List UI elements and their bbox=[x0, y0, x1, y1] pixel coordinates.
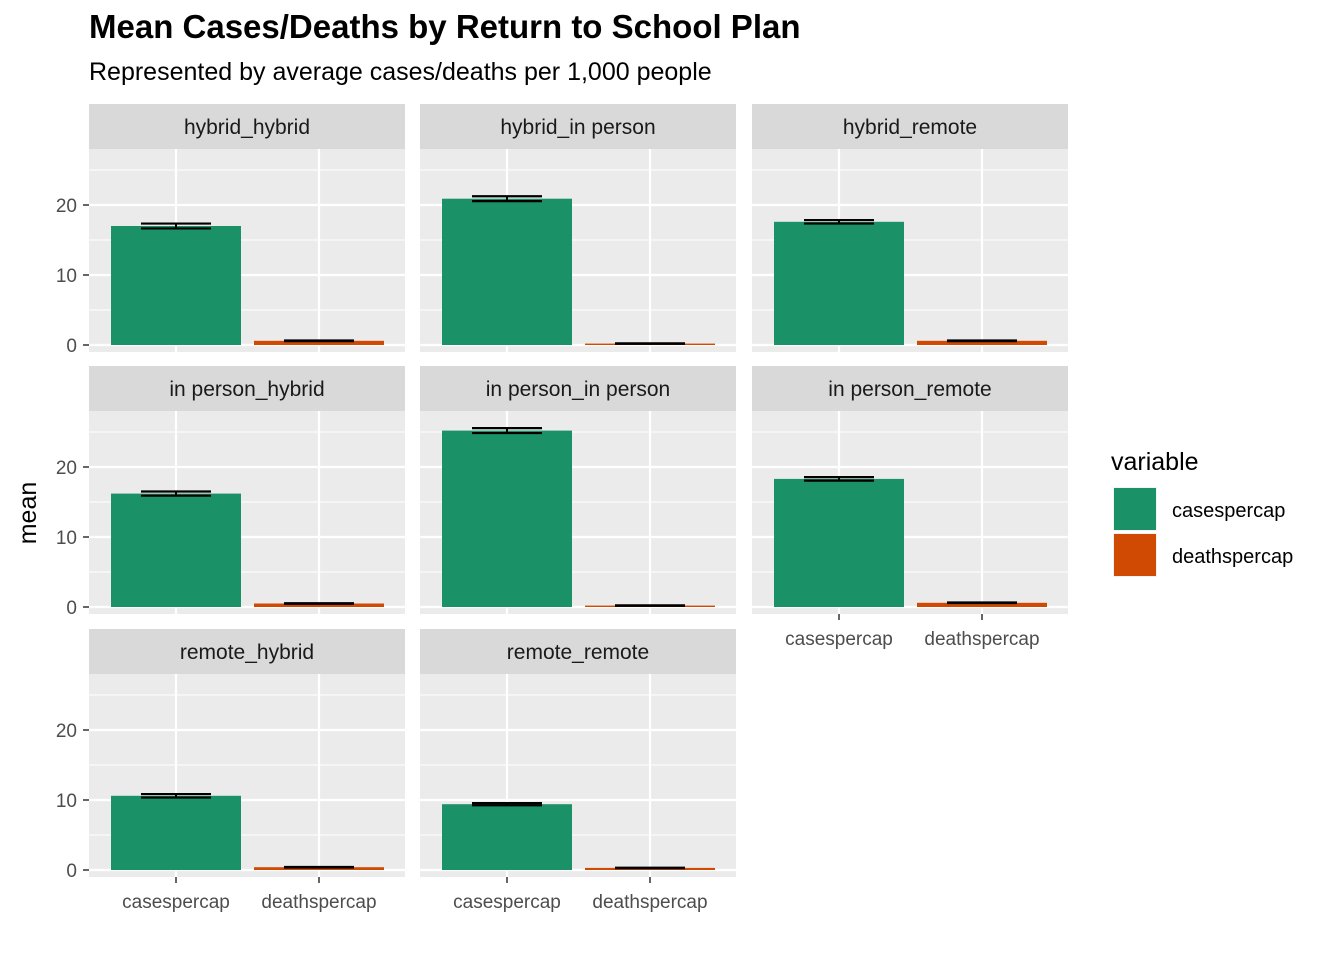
bar-deathspercap bbox=[254, 340, 384, 345]
facet-strip bbox=[89, 104, 405, 149]
error-bar bbox=[284, 602, 354, 605]
error-bar bbox=[472, 802, 542, 807]
error-bar bbox=[141, 792, 211, 799]
chart-subtitle: Represented by average cases/deaths per … bbox=[89, 58, 712, 86]
facet-panel: remote_remote casespercap deathspercap bbox=[420, 629, 736, 913]
x-tick-label: deathspercap bbox=[261, 892, 376, 913]
facet-panel: remote_hybrid 0 10 20 casespercap deathsperca… bbox=[56, 629, 405, 913]
x-tick-label: casespercap bbox=[785, 629, 893, 650]
facet-label: remote_hybrid bbox=[180, 641, 314, 664]
error-bar bbox=[947, 339, 1017, 343]
facet-panel: in person_remote casespercap deathspercap bbox=[752, 366, 1068, 650]
facet-strip bbox=[89, 366, 405, 411]
x-tick-label: casespercap bbox=[453, 892, 561, 913]
y-tick-label: 10 bbox=[56, 791, 77, 812]
bar-casespercap bbox=[442, 430, 572, 607]
bar-casespercap bbox=[111, 493, 241, 607]
legend-swatch-deathspercap bbox=[1114, 534, 1156, 576]
error-bar bbox=[804, 218, 874, 225]
legend-title: variable bbox=[1111, 448, 1199, 476]
error-bar bbox=[284, 865, 354, 869]
x-tick-label: deathspercap bbox=[592, 892, 707, 913]
bar-casespercap bbox=[774, 478, 904, 607]
facet-panel: in person_hybrid 0 10 20 bbox=[56, 366, 405, 619]
bar-casespercap bbox=[111, 795, 241, 870]
y-tick-label: 20 bbox=[56, 458, 77, 479]
facet-panel: hybrid_remote bbox=[752, 104, 1068, 352]
facet-strip bbox=[420, 629, 736, 674]
bar-casespercap bbox=[111, 226, 241, 345]
bar-deathspercap bbox=[917, 602, 1047, 607]
facet-strip bbox=[420, 104, 736, 149]
facet-label: in person_remote bbox=[828, 378, 991, 401]
bar-casespercap bbox=[442, 198, 572, 345]
y-tick-label: 20 bbox=[56, 721, 77, 742]
error-bar bbox=[472, 427, 542, 435]
legend-swatch-casespercap bbox=[1114, 488, 1156, 530]
bar-casespercap bbox=[442, 804, 572, 870]
error-bar bbox=[947, 601, 1017, 605]
legend-label: casespercap bbox=[1172, 500, 1285, 522]
x-tick-label: deathspercap bbox=[924, 629, 1039, 650]
y-tick-label: 10 bbox=[56, 266, 77, 287]
y-axis-title: mean bbox=[14, 482, 42, 545]
facet-panel: hybrid_in person bbox=[420, 104, 736, 352]
bar-deathspercap bbox=[917, 340, 1047, 345]
chart-title: Mean Cases/Deaths by Return to School Pl… bbox=[89, 8, 801, 45]
facet-label: in person_in person bbox=[486, 378, 670, 401]
facet-label: in person_hybrid bbox=[169, 378, 324, 401]
bar-deathspercap bbox=[254, 603, 384, 607]
error-bar bbox=[284, 339, 354, 343]
facet-label: hybrid_hybrid bbox=[184, 116, 310, 139]
facet-label: hybrid_remote bbox=[843, 116, 977, 139]
error-bar bbox=[141, 490, 211, 497]
facet-panel: in person_in person bbox=[420, 366, 736, 614]
facet-strip bbox=[89, 629, 405, 674]
y-tick-label: 0 bbox=[66, 598, 77, 619]
bar-casespercap bbox=[774, 221, 904, 345]
y-tick-label: 0 bbox=[66, 861, 77, 882]
y-tick-label: 20 bbox=[56, 196, 77, 217]
error-bar bbox=[804, 476, 874, 482]
legend: variable casespercap deathspercap bbox=[1111, 448, 1293, 577]
facet-panel: hybrid_hybrid 0 10 20 bbox=[56, 104, 405, 357]
facet-strip bbox=[752, 366, 1068, 411]
error-bar bbox=[141, 222, 211, 230]
facet-strip bbox=[752, 104, 1068, 149]
x-tick-label: casespercap bbox=[122, 892, 230, 913]
legend-label: deathspercap bbox=[1172, 546, 1293, 568]
y-tick-label: 0 bbox=[66, 336, 77, 357]
facet-label: hybrid_in person bbox=[500, 116, 655, 139]
error-bar bbox=[472, 195, 542, 203]
facet-strip bbox=[420, 366, 736, 411]
bar-deathspercap bbox=[254, 867, 384, 870]
y-tick-label: 10 bbox=[56, 528, 77, 549]
facet-label: remote_remote bbox=[507, 641, 649, 664]
